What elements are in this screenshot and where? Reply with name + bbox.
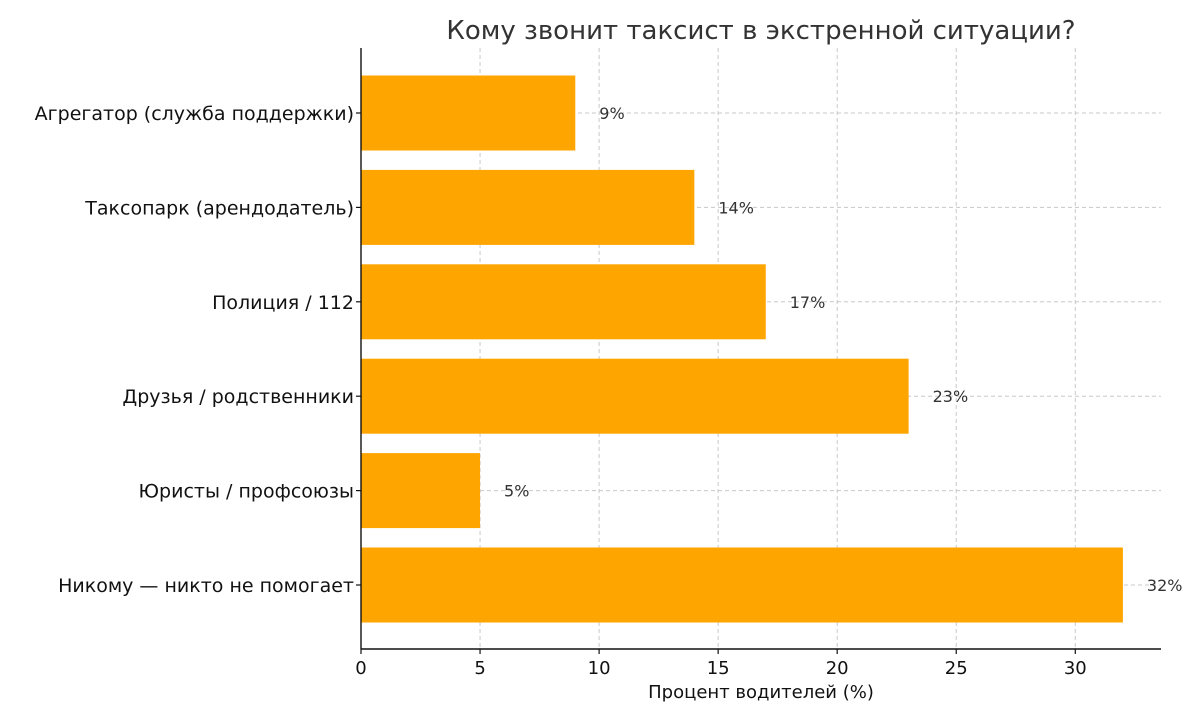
- x-tick-label-3: 15: [707, 658, 730, 679]
- value-label-4: 5%: [504, 482, 529, 501]
- category-labels: Агрегатор (служба поддержки) Таксопарк (а…: [35, 103, 354, 597]
- bars: [361, 75, 1123, 623]
- value-label-3: 23%: [933, 387, 969, 406]
- value-label-0: 9%: [599, 104, 624, 123]
- value-label-1: 14%: [718, 198, 754, 217]
- x-tick-label-1: 5: [474, 658, 485, 679]
- category-label-2: Полиция / 112: [212, 292, 354, 314]
- value-label-5: 32%: [1147, 576, 1183, 595]
- bar-4: [361, 453, 481, 529]
- chart-title: Кому звонит таксист в экстренной ситуаци…: [446, 16, 1075, 46]
- x-tick-label-2: 10: [588, 658, 611, 679]
- category-label-0: Агрегатор (служба поддержки): [35, 103, 354, 125]
- category-label-1: Таксопарк (арендодатель): [84, 197, 354, 219]
- bar-0: [361, 75, 576, 151]
- value-label-2: 17%: [790, 293, 826, 312]
- value-labels: 9% 14% 17% 23% 5% 32%: [504, 104, 1182, 595]
- bar-2: [361, 264, 766, 340]
- axes: [360, 48, 1161, 650]
- x-tick-label-6: 30: [1064, 658, 1087, 679]
- x-tick-label-5: 25: [945, 658, 968, 679]
- bar-3: [361, 358, 909, 434]
- x-ticks: 0 5 10 15 20 25 30: [355, 112, 1087, 679]
- category-label-4: Юристы / профсоюзы: [139, 481, 354, 503]
- category-label-3: Друзья / родственники: [122, 386, 354, 408]
- x-tick-label-4: 20: [826, 658, 849, 679]
- bar-5: [361, 547, 1123, 623]
- x-axis-label: Процент водителей (%): [648, 682, 874, 703]
- category-label-5: Никому — никто не помогает: [58, 575, 354, 597]
- x-tick-label-0: 0: [355, 658, 366, 679]
- bar-1: [361, 169, 695, 245]
